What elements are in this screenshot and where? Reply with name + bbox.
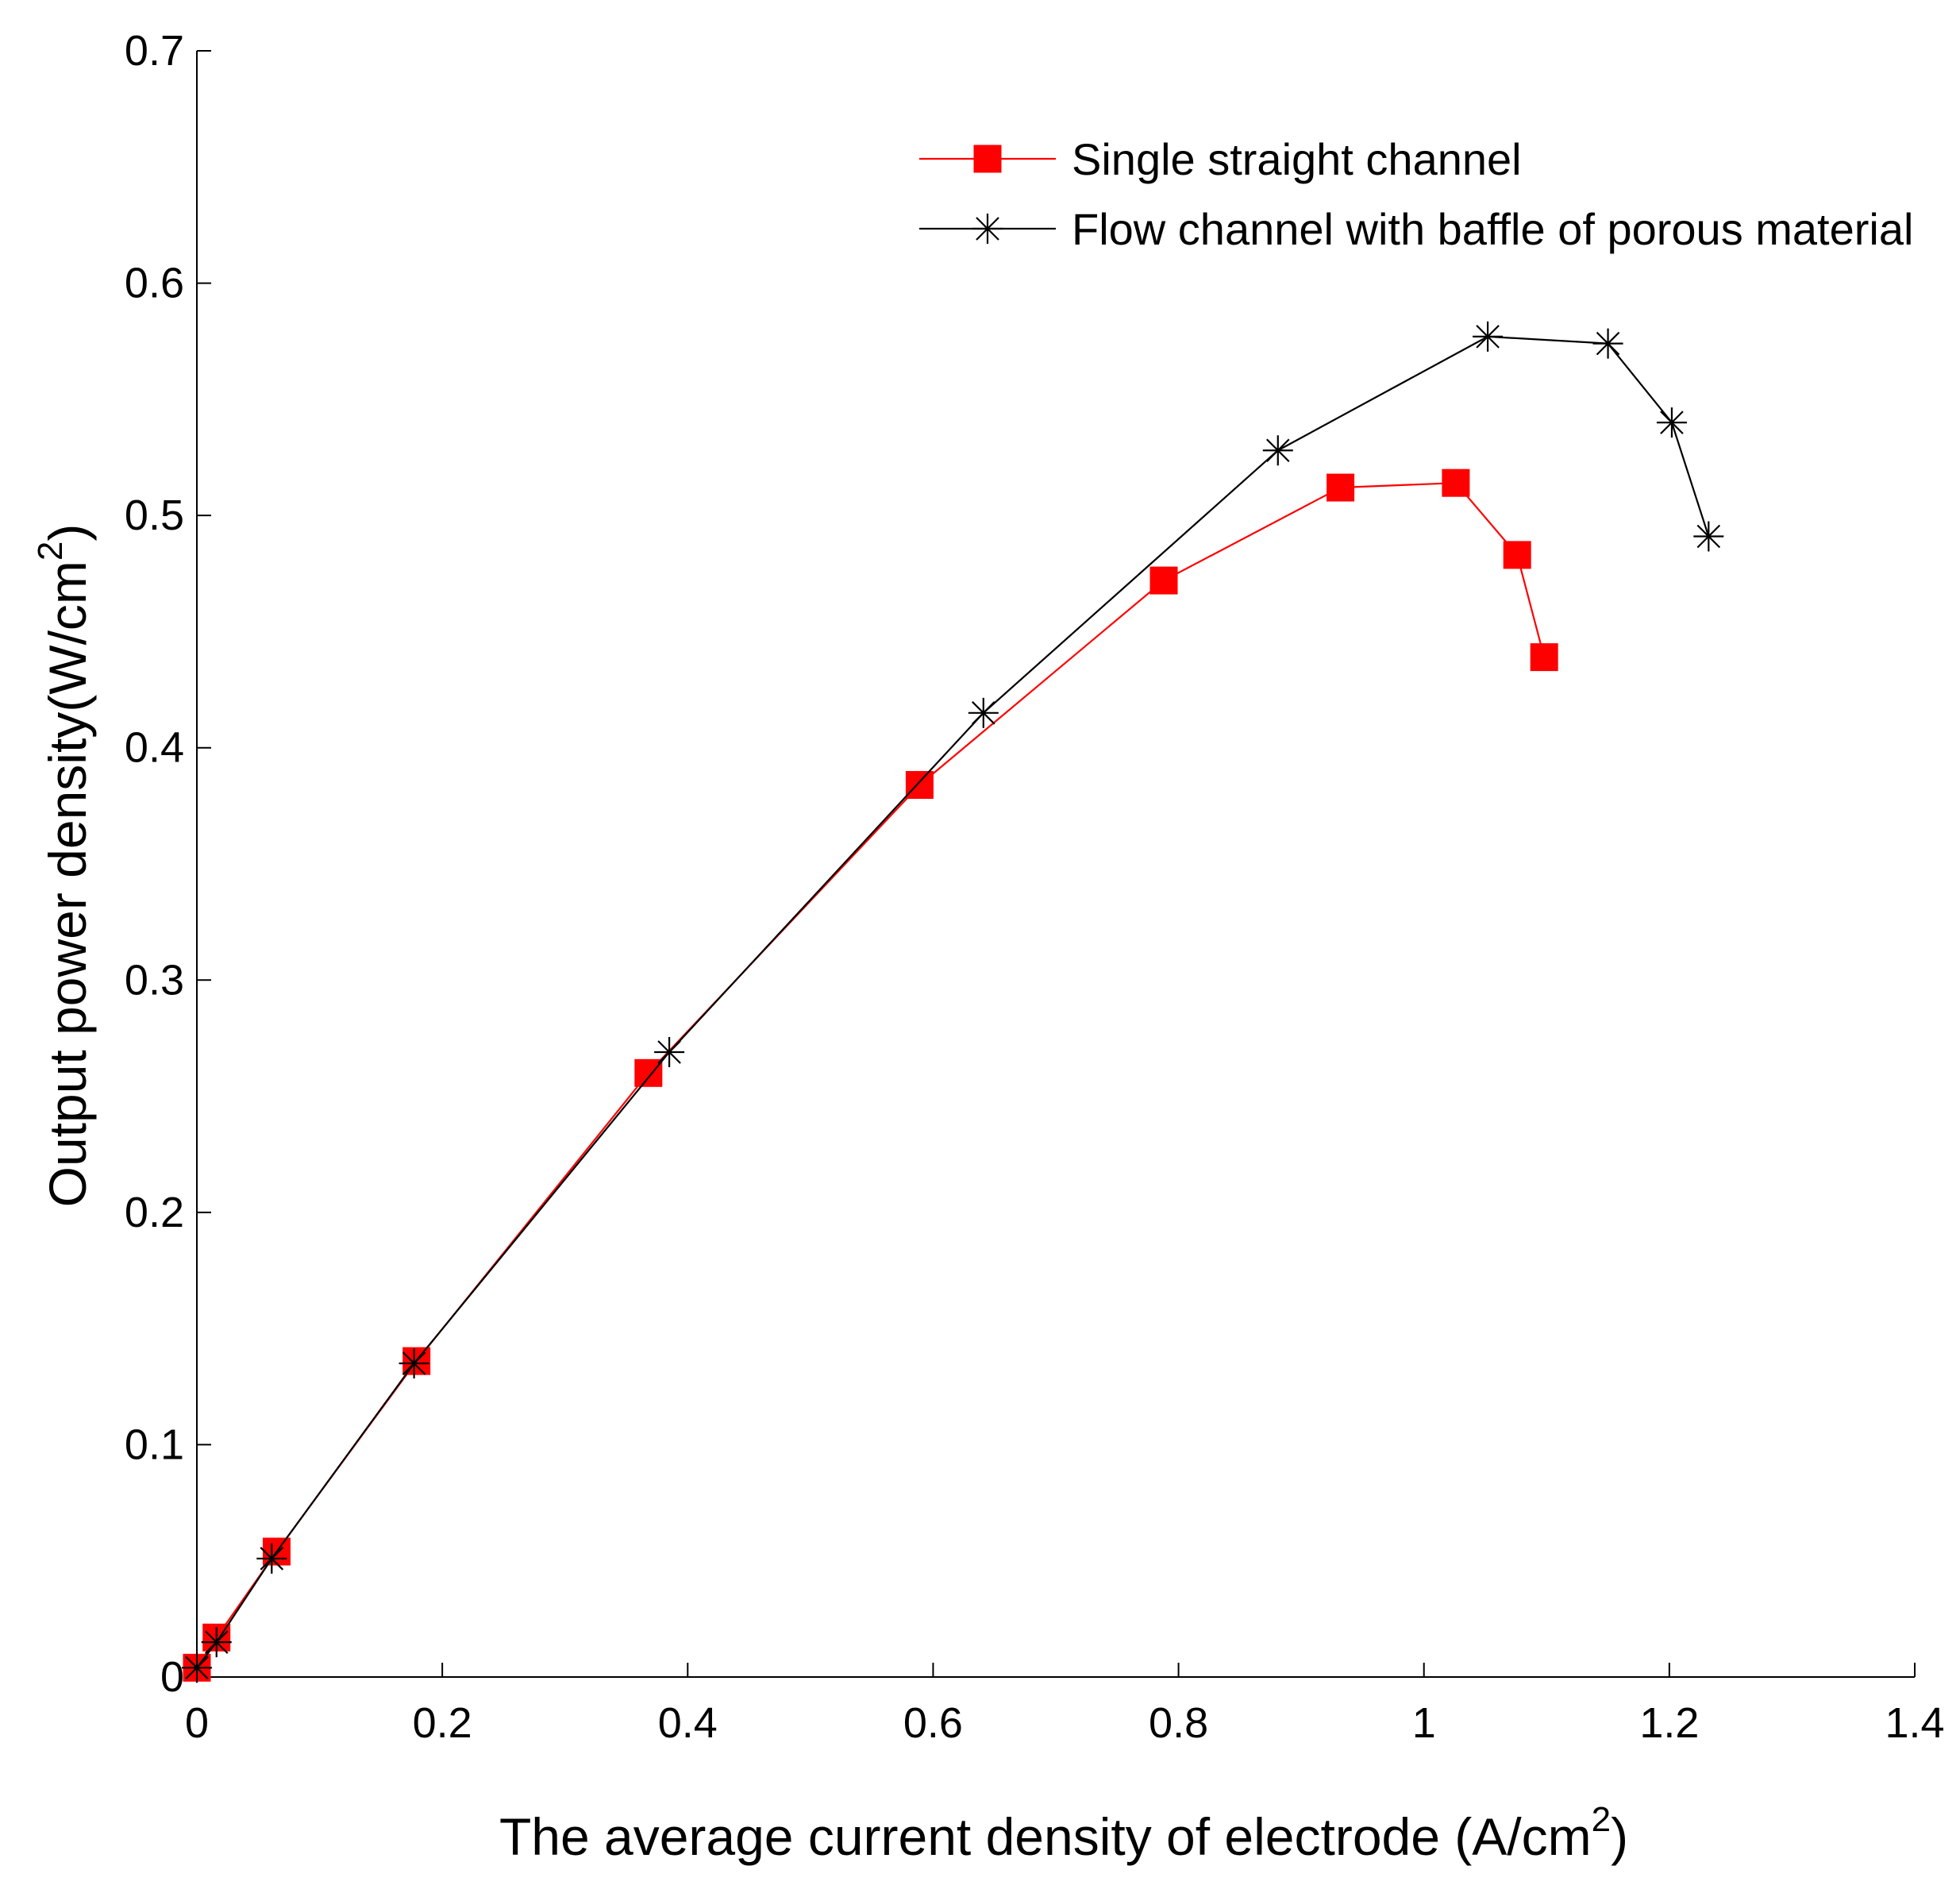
data-point-square — [634, 1058, 663, 1087]
legend-marker-asterisk — [972, 214, 1003, 244]
data-point-asterisk-stroke — [657, 1040, 681, 1064]
y-axis-title-tail: ) — [38, 524, 97, 542]
x-tick-label: 1.4 — [1885, 1699, 1944, 1747]
y-tick-label: 0.6 — [125, 260, 184, 307]
data-point-asterisk-stroke — [204, 1630, 229, 1654]
data-point-asterisk-stroke — [1660, 411, 1684, 434]
x-tick-label: 0.4 — [658, 1699, 718, 1747]
data-point-asterisk-stroke — [185, 1656, 209, 1680]
data-point-asterisk — [1656, 407, 1687, 438]
data-point-asterisk — [1592, 328, 1623, 359]
y-axis-title-superscript: 2 — [31, 542, 70, 561]
y-tick-label: 0.4 — [125, 724, 184, 772]
x-tick-label: 1.2 — [1639, 1699, 1699, 1747]
data-point-asterisk — [256, 1543, 287, 1574]
x-tick-label: 0 — [185, 1699, 209, 1747]
data-point-square — [262, 1537, 291, 1566]
data-point-asterisk-stroke — [1696, 524, 1721, 549]
data-point-asterisk-stroke — [1265, 438, 1290, 463]
x-tick-label: 0.6 — [903, 1699, 963, 1747]
data-point-asterisk — [182, 1652, 212, 1683]
data-point-asterisk-stroke — [972, 701, 995, 725]
legend-label: Single straight channel — [1072, 134, 1522, 184]
y-tick-label: 0.3 — [125, 956, 184, 1004]
data-point-asterisk-stroke — [1476, 325, 1500, 349]
legend-entry: Single straight channel — [919, 134, 1522, 184]
x-axis-title-tail: ) — [1611, 1807, 1628, 1866]
data-point-square — [1149, 566, 1178, 595]
y-tick-label: 0.7 — [125, 27, 184, 75]
x-axis-title-main: The average current density of electrode… — [499, 1807, 1592, 1866]
y-axis-title: Output power density(W/cm2) — [31, 524, 97, 1208]
data-point-asterisk-stroke — [402, 1351, 426, 1375]
x-tick-label: 1 — [1412, 1699, 1436, 1747]
y-tick-label: 0.2 — [125, 1189, 184, 1236]
data-point-square — [1503, 541, 1531, 569]
legend-marker-square — [973, 145, 1002, 173]
data-point-asterisk — [654, 1036, 685, 1067]
x-axis-title-superscript: 2 — [1592, 1800, 1611, 1839]
y-tick-label: 0 — [160, 1653, 184, 1701]
axes: 0 0.2 0.4 0.6 0.8 1 1.2 1.4 0 0.1 0.2 0.3 0.4 0.5 0.6 0… — [31, 27, 1945, 1866]
legend: Single straight channel Flow channel with… — [919, 134, 1913, 254]
x-tick-label: 0.8 — [1149, 1699, 1208, 1747]
y-tick-label: 0.1 — [125, 1421, 184, 1468]
data-point-asterisk — [1262, 435, 1293, 466]
data-point-asterisk-stroke — [260, 1547, 284, 1571]
data-point-square — [905, 771, 934, 800]
data-point-asterisk — [1693, 521, 1724, 552]
data-point-square — [1327, 473, 1355, 502]
x-tick-label: 0.2 — [413, 1699, 472, 1747]
data-point-asterisk — [201, 1627, 232, 1658]
series-2 — [182, 321, 1724, 1683]
data-point-asterisk — [1473, 321, 1504, 352]
legend-label: Flow channel with baffle of porous mater… — [1072, 204, 1913, 254]
x-axis-title: The average current density of electrode… — [499, 1800, 1628, 1866]
data-point-square — [1530, 643, 1558, 672]
y-tick-label: 0.5 — [125, 492, 184, 539]
data-point-asterisk — [399, 1348, 429, 1379]
legend-marker-asterisk-stroke — [976, 217, 999, 241]
data-point-asterisk — [968, 697, 999, 728]
legend-entry: Flow channel with baffle of porous mater… — [919, 204, 1913, 254]
y-axis-title-main: Output power density(W/cm — [38, 561, 97, 1207]
data-point-asterisk-stroke — [1596, 331, 1620, 356]
data-point-square — [1442, 468, 1470, 497]
series-layer — [182, 321, 1724, 1683]
